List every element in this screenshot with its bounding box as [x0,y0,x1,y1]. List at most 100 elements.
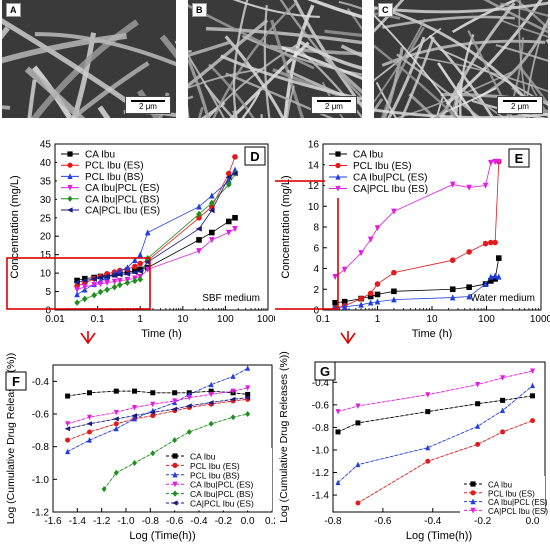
legend-item: CA Ibu|PCL (ES) [61,183,159,194]
series-line-6 [67,397,248,430]
x-tick-label: 0.1 [316,314,330,325]
scale-label-b: 2 μm [325,102,343,111]
x-tick-label: -1.2 [93,516,111,527]
data-point [466,249,472,255]
y-tick-label: 8 [313,223,319,234]
data-point [137,266,143,273]
x-tick-label: -0.4 [424,516,442,527]
panel-letter-d: D [244,146,266,166]
data-point [488,273,494,280]
data-point [495,255,502,261]
x-tick-label: 1 [137,314,143,325]
data-point [492,239,498,246]
legend-item: PCL Ibu (BS) [166,470,240,480]
data-point [86,421,92,427]
legend-item: CA Ibu|PCL (ES) [464,498,548,507]
data-point [475,382,481,388]
data-point [482,280,489,287]
data-point [495,158,502,165]
x-tick-label: -0.6 [374,516,392,527]
data-point [466,293,472,300]
panel-letter-a: A [6,3,21,17]
data-point [132,460,138,466]
data-point [113,421,119,427]
data-point [367,290,374,297]
data-point [74,291,80,298]
data-point [530,382,536,389]
svg-text:F: F [12,374,20,389]
data-point [391,269,397,276]
x-tick-label: -0.2 [474,516,492,527]
data-point [196,248,202,255]
data-point [196,214,202,221]
data-point [208,391,214,398]
data-point [230,414,236,421]
legend-label: CA Ibu|PCL (ES) [85,183,159,194]
data-point [492,272,498,279]
data-point [209,237,215,244]
y-tick-label: -0.4 [32,377,50,388]
data-point [488,159,494,166]
data-point [358,295,364,302]
x-tick-label: 0.01 [45,314,65,325]
data-point [124,279,131,287]
x-tick-label: 100 [478,314,495,325]
data-point [225,170,232,177]
x-tick-label: 10 [426,314,438,325]
x-axis-label: Log (Time(h)) [129,530,195,542]
data-point [335,429,341,435]
legend-item: CA|PCL Ibu (ES) [464,507,548,516]
panel-letter-f: F [5,371,27,391]
y-tick-label: 15 [40,250,52,261]
x-tick-label: 100 [217,314,234,325]
scale-bar-c: 2 μm [497,96,543,114]
data-point [81,295,88,303]
legend-item: CA Ibu [329,150,383,161]
data-point [131,413,138,419]
data-point [195,226,202,232]
data-point [232,154,238,160]
data-point [132,388,138,394]
data-point [225,174,232,180]
data-point [113,416,119,422]
data-point [132,263,138,270]
data-point [355,420,361,426]
data-point [150,450,156,457]
medium-annotation: SBF medium [202,293,260,304]
data-point [232,226,238,233]
data-point [136,268,143,275]
legend-item: CA|PCL Ibu (ES) [329,184,428,195]
scale-bar-a: 2 μm [125,96,171,114]
x-tick-label: 1000 [530,314,550,325]
legend-label: CA Ibu [190,452,216,462]
y-tick-label: -1.2 [312,468,330,479]
data-point [104,279,110,287]
data-point [91,282,97,289]
data-point [196,203,202,210]
data-point [103,273,110,280]
chart-e: 0.1 1 10 100 1000 0 2 4 6 8 10 12 14 16 Time (h) Concen… [275,140,550,340]
data-point [500,397,506,403]
data-point [87,437,92,443]
data-point [97,274,104,281]
data-point [374,225,381,232]
data-point [97,281,104,288]
series-fit-2 [67,399,248,441]
x-tick-label: 0.0 [526,516,540,527]
y-tick-label: 40 [40,158,52,169]
data-point [150,390,156,396]
y-tick-label: 0 [45,306,51,317]
x-tick-label: 1000 [257,314,275,325]
data-point [232,214,238,221]
data-point [358,301,364,308]
data-point [196,237,202,243]
y-tick-label: 45 [40,140,52,151]
legend-label: CA|PCL Ibu (ES) [353,184,428,195]
x-tick-label: 1 [375,314,381,325]
data-point [87,390,92,396]
data-point [482,182,489,189]
legend-item: PCL Ibu (BS) [61,172,144,183]
x-tick-label: -1.0 [117,516,135,527]
data-point [449,181,456,188]
